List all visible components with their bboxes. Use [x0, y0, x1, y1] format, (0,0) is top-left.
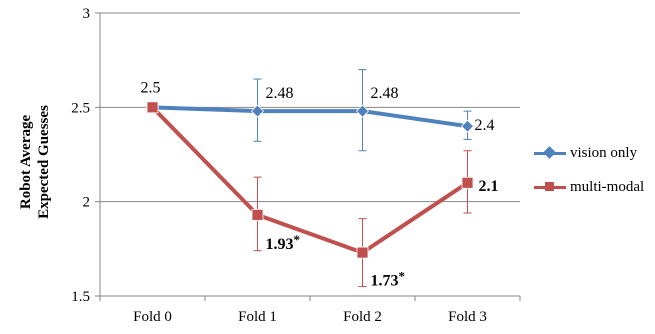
y-tick-label: 1.5	[71, 289, 90, 305]
data-point	[251, 208, 264, 221]
data-point	[250, 104, 265, 118]
y-axis-label: Robot Average Expected Guesses	[18, 105, 52, 219]
series-vision-only	[145, 69, 475, 152]
legend-item-vision-only: vision only	[532, 143, 652, 163]
data-label: 2.1	[479, 178, 499, 195]
series-multi-modal	[146, 101, 474, 288]
y-tick-label: 2	[83, 195, 91, 211]
data-label: 1.93*	[266, 232, 301, 253]
legend-swatch-multi-modal	[532, 179, 568, 195]
data-label: 2.48	[371, 85, 399, 102]
data-point	[356, 246, 369, 259]
y-tick-label: 2.5	[71, 100, 90, 116]
legend-swatch-vision-only	[532, 145, 568, 161]
x-tick-label: Fold 1	[238, 309, 277, 325]
legend-item-multi-modal: multi-modal	[532, 177, 652, 197]
series-line	[151, 105, 469, 255]
data-point	[461, 176, 474, 189]
legend-label: multi-modal	[570, 178, 645, 195]
data-labels: 2.5 2.48 2.48 2.4 1.93* 1.73* 2.1	[141, 79, 499, 289]
data-point	[146, 101, 159, 114]
legend-label: vision only	[570, 144, 638, 161]
axes: 1.5 2 2.5 3 Fold 0 Fold 1 Fold 2 Fold 3	[71, 6, 521, 325]
y-tick-label: 3	[83, 6, 91, 22]
data-label: 2.5	[141, 79, 161, 96]
x-tick-label: Fold 3	[448, 309, 487, 325]
data-point	[355, 104, 370, 118]
data-label: 2.48	[266, 85, 294, 102]
series	[145, 69, 475, 288]
data-point	[460, 119, 475, 133]
legend: vision only multi-modal	[532, 143, 652, 211]
data-label: 2.4	[475, 117, 495, 134]
data-label: 1.73*	[371, 269, 406, 290]
series-line	[152, 105, 468, 129]
x-tick-label: Fold 2	[343, 309, 382, 325]
x-tick-label: Fold 0	[133, 309, 172, 325]
